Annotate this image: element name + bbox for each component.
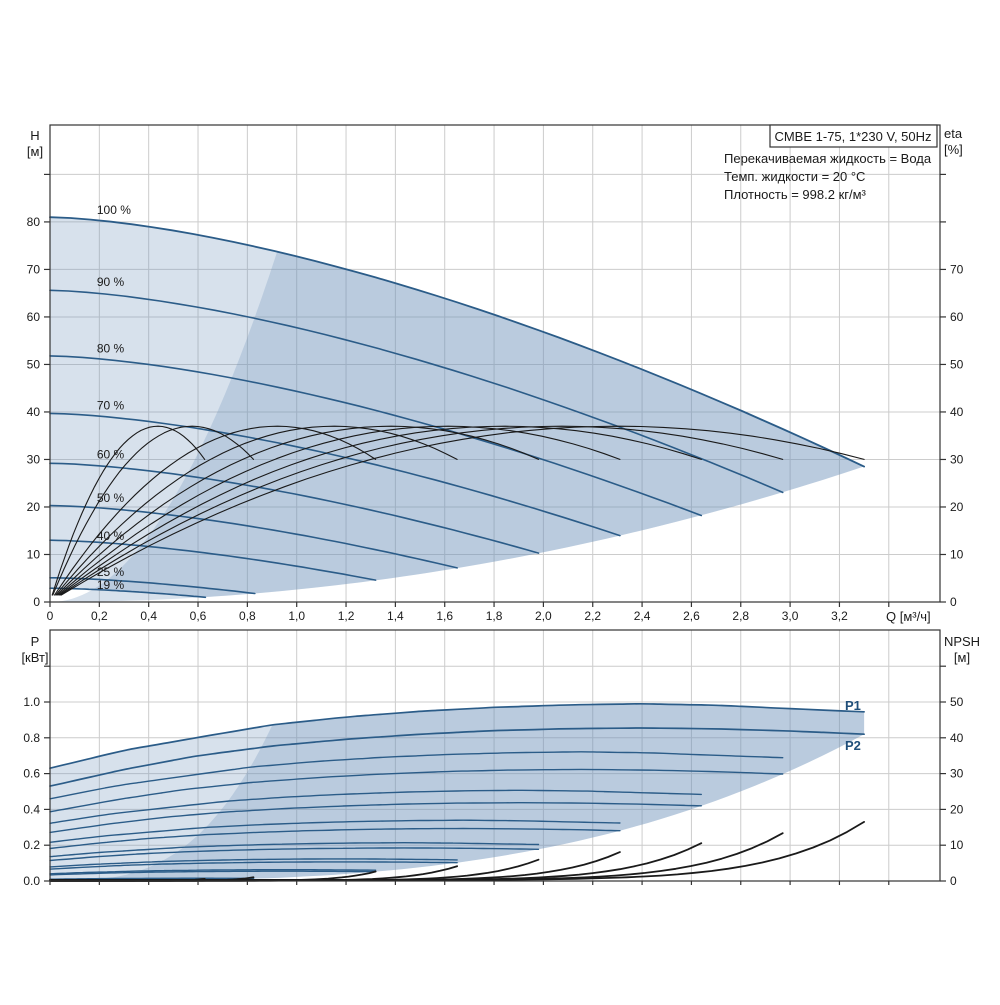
h-axis-unit: [м] bbox=[27, 144, 43, 159]
h-axis-tick-label: 60 bbox=[27, 310, 41, 324]
npsh-axis-tick-label: 20 bbox=[950, 802, 964, 816]
npsh-axis-unit: [м] bbox=[954, 650, 970, 665]
eta-axis-title: eta bbox=[944, 126, 963, 141]
qh-operating-envelope bbox=[50, 217, 864, 602]
speed-curve-label-70: 70 % bbox=[97, 398, 125, 412]
h-axis-tick-label: 20 bbox=[27, 500, 41, 514]
eta-axis-tick-label: 10 bbox=[950, 547, 964, 561]
info-line-liquid: Перекачиваемая жидкость = Вода bbox=[724, 151, 932, 166]
q-axis-tick-label: 0,4 bbox=[140, 609, 157, 623]
p-axis-tick-label: 0.0 bbox=[23, 874, 40, 888]
q-axis-tick-label: 0,8 bbox=[239, 609, 256, 623]
q-axis-tick-label: 2,0 bbox=[535, 609, 552, 623]
h-axis-tick-label: 50 bbox=[27, 357, 41, 371]
npsh-axis-tick-label: 50 bbox=[950, 695, 964, 709]
q-axis-tick-label: 2,4 bbox=[634, 609, 651, 623]
npsh-axis-tick-label: 30 bbox=[950, 767, 964, 781]
q-axis-tick-label: 0,6 bbox=[190, 609, 207, 623]
p-axis-title: P bbox=[31, 634, 40, 649]
eta-axis-tick-label: 70 bbox=[950, 262, 964, 276]
q-axis-tick-label: 1,0 bbox=[288, 609, 305, 623]
q-axis-tick-label: 3,2 bbox=[831, 609, 848, 623]
q-axis-tick-label: 1,6 bbox=[436, 609, 453, 623]
q-axis-tick-label: 2,8 bbox=[732, 609, 749, 623]
q-axis-tick-label: 2,6 bbox=[683, 609, 700, 623]
h-axis-tick-label: 70 bbox=[27, 262, 41, 276]
p-axis-tick-label: 0.8 bbox=[23, 731, 40, 745]
p-axis-unit: [кВт] bbox=[21, 650, 48, 665]
eta-axis-unit: [%] bbox=[944, 142, 963, 157]
q-axis-tick-label: 1,2 bbox=[338, 609, 355, 623]
q-axis-tick-label: 3,0 bbox=[782, 609, 799, 623]
npsh-axis-title: NPSH bbox=[944, 634, 980, 649]
q-axis-tick-label: 0,2 bbox=[91, 609, 108, 623]
speed-curve-label-80: 80 % bbox=[97, 341, 125, 355]
h-axis-tick-label: 80 bbox=[27, 215, 41, 229]
q-axis-tick-label: 1,8 bbox=[486, 609, 503, 623]
q-axis-tick-label: 2,2 bbox=[584, 609, 601, 623]
eta-axis-tick-label: 50 bbox=[950, 357, 964, 371]
h-axis-tick-label: 30 bbox=[27, 452, 41, 466]
q-axis-tick-label: 1,4 bbox=[387, 609, 404, 623]
info-line-temperature: Темп. жидкости = 20 °C bbox=[724, 169, 865, 184]
npsh-axis-tick-label: 10 bbox=[950, 838, 964, 852]
p-axis-tick-label: 0.6 bbox=[23, 767, 40, 781]
p-axis-tick-label: 1.0 bbox=[23, 695, 40, 709]
eta-axis-tick-label: 60 bbox=[950, 310, 964, 324]
q-axis-tick-label: 0 bbox=[47, 609, 54, 623]
eta-axis-tick-label: 30 bbox=[950, 452, 964, 466]
npsh-axis-tick-label: 40 bbox=[950, 731, 964, 745]
info-line-density: Плотность = 998.2 кг/м³ bbox=[724, 187, 867, 202]
h-axis-title: H bbox=[30, 128, 39, 143]
eta-axis-tick-label: 0 bbox=[950, 595, 957, 609]
speed-curve-label-100: 100 % bbox=[97, 203, 131, 217]
h-axis-tick-label: 10 bbox=[27, 547, 41, 561]
p-axis-tick-label: 0.4 bbox=[23, 802, 40, 816]
p1-curve-label: P1 bbox=[845, 698, 861, 713]
pump-model-label: CMBE 1-75, 1*230 V, 50Hz bbox=[774, 129, 931, 144]
pump-info-block: Перекачиваемая жидкость = Вода Темп. жид… bbox=[724, 151, 932, 202]
p2-curve-label: P2 bbox=[845, 738, 861, 753]
pump-model-box: CMBE 1-75, 1*230 V, 50Hz bbox=[770, 125, 937, 147]
q-axis-title: Q [м³/ч] bbox=[886, 609, 931, 624]
h-axis-tick-label: 40 bbox=[27, 405, 41, 419]
speed-curve-label-90: 90 % bbox=[97, 275, 125, 289]
p-axis-tick-label: 0.2 bbox=[23, 838, 40, 852]
h-axis-tick-label: 0 bbox=[33, 595, 40, 609]
eta-axis-tick-label: 40 bbox=[950, 405, 964, 419]
eta-axis-tick-label: 20 bbox=[950, 500, 964, 514]
speed-curve-label-19: 19 % bbox=[97, 578, 125, 592]
npsh-axis-tick-label: 0 bbox=[950, 874, 957, 888]
